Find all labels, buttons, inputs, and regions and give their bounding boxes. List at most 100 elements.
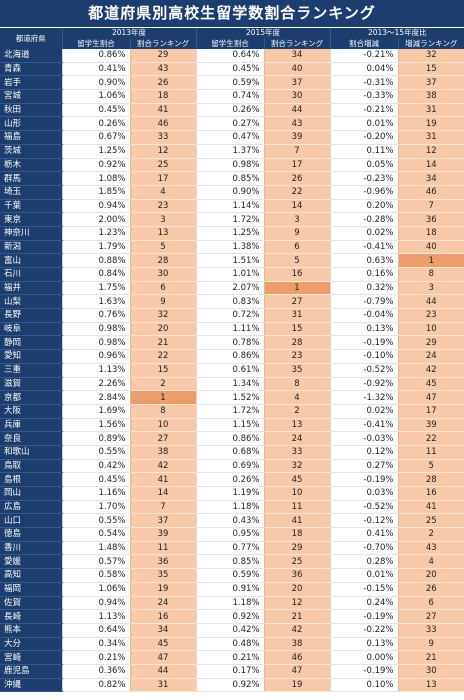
change-cell: -0.41% [329,240,398,255]
prefecture-cell: 香川 [0,541,62,556]
rank-2015-cell: 3 [263,212,330,227]
rank-2013-cell: 30 [129,267,196,282]
rate-2013-cell: 0.92% [61,158,130,173]
rate-2013-cell: 0.76% [61,308,130,323]
change-cell: 0.02% [329,226,398,241]
rank-2015-cell: 18 [263,527,330,542]
change-rank-cell: 38 [397,89,464,104]
change-cell: -0.41% [329,418,398,433]
rate-2015-cell: 0.72% [195,308,264,323]
rate-2015-cell: 0.85% [195,554,264,570]
prefecture-cell: 福井 [0,281,62,296]
rate-2015-cell: 0.77% [195,541,264,556]
change-cell: -0.19% [329,664,398,679]
header-prefecture: 都道府県 [0,28,62,49]
prefecture-cell: 東京 [0,212,62,227]
rate-2015-cell: 2.07% [195,281,264,296]
change-cell: 0.27% [329,459,398,474]
change-rank-cell: 36 [397,212,464,227]
rank-2013-cell: 5 [129,240,196,255]
rate-2013-cell: 1.23% [61,226,130,241]
rank-2015-cell: 23 [263,349,330,364]
rank-2013-cell: 13 [129,226,196,241]
rank-2015-cell: 26 [263,171,330,186]
rate-2015-cell: 1.11% [195,322,264,337]
prefecture-cell: 福岡 [0,582,62,597]
change-rank-cell: 31 [397,130,464,145]
rank-2015-cell: 39 [263,130,330,145]
change-rank-cell: 47 [397,390,464,405]
rank-2013-cell: 12 [129,144,196,159]
rank-2015-cell: 19 [263,678,330,693]
rank-2013-cell: 25 [129,158,196,173]
prefecture-cell: 沖縄 [0,678,62,693]
prefecture-cell: 高知 [0,568,62,583]
prefecture-cell: 兵庫 [0,418,62,433]
change-cell: 0.11% [329,144,398,159]
change-cell: -0.19% [329,609,398,624]
rate-2015-cell: 0.95% [195,527,264,542]
rate-2015-cell: 0.59% [195,568,264,583]
prefecture-cell: 奈良 [0,431,62,446]
change-cell: -0.15% [329,582,398,597]
header-rank-2013: 割合ランキング [129,38,196,49]
table-row: 徳島 0.54% 39 0.95% 18 0.41% 2 [0,527,464,542]
table-row: 富山 0.88% 28 1.51% 5 0.63% 1 [0,253,464,268]
rank-2015-cell: 17 [263,158,330,173]
rate-2013-cell: 1.06% [61,89,130,104]
rate-2013-cell: 1.63% [61,294,130,310]
rank-2015-cell: 13 [263,418,330,433]
rate-2015-cell: 0.26% [195,103,264,118]
rank-2015-cell: 30 [263,89,330,104]
rank-2013-cell: 35 [129,568,196,583]
rate-2015-cell: 0.90% [195,185,264,200]
table-row: 滋賀 2.26% 2 1.34% 8 -0.92% 45 [0,377,464,392]
rank-2013-cell: 28 [129,253,196,268]
rank-2015-cell: 22 [263,185,330,200]
rate-2015-cell: 1.01% [195,267,264,282]
change-cell: -0.33% [329,89,398,104]
table-row: 大阪 1.69% 8 1.72% 2 0.02% 17 [0,404,464,419]
table-row: 静岡 0.98% 21 0.78% 28 -0.19% 29 [0,335,464,351]
change-rank-cell: 31 [397,103,464,118]
rank-2013-cell: 18 [129,89,196,104]
rate-2013-cell: 0.54% [61,527,130,542]
change-rank-cell: 32 [397,49,464,63]
change-rank-cell: 2 [397,527,464,542]
change-rank-cell: 1 [397,253,464,268]
prefecture-cell: 長崎 [0,609,62,624]
prefecture-cell: 佐賀 [0,596,62,611]
table-row: 山口 0.55% 37 0.43% 41 -0.12% 25 [0,513,464,529]
rank-2013-cell: 23 [129,199,196,214]
rank-2013-cell: 29 [129,49,196,63]
table-row: 宮崎 0.21% 47 0.21% 46 0.00% 21 [0,650,464,665]
change-cell: 0.28% [329,554,398,570]
prefecture-cell: 福島 [0,130,62,145]
table-row: 和歌山 0.55% 38 0.68% 33 0.12% 11 [0,445,464,460]
prefecture-cell: 島根 [0,472,62,487]
table-row: 愛知 0.96% 22 0.86% 23 -0.10% 24 [0,349,464,364]
table-row: 埼玉 1.85% 4 0.90% 22 -0.96% 46 [0,185,464,200]
rank-2013-cell: 10 [129,418,196,433]
rank-2013-cell: 34 [129,623,196,638]
rank-2013-cell: 20 [129,322,196,337]
header-rank-2015: 割合ランキング [263,38,330,49]
rank-2013-cell: 45 [129,637,196,652]
prefecture-cell: 熊本 [0,623,62,638]
header-change-rank: 増減ランキング [397,38,464,49]
table-row: 岐阜 0.98% 20 1.11% 15 0.13% 10 [0,322,464,337]
rate-2015-cell: 1.37% [195,144,264,159]
table-row: 愛媛 0.57% 36 0.85% 25 0.28% 4 [0,554,464,570]
prefecture-cell: 広島 [0,500,62,515]
rate-2013-cell: 0.42% [61,459,130,474]
change-rank-cell: 5 [397,459,464,474]
change-rank-cell: 17 [397,404,464,419]
table-row: 茨城 1.25% 12 1.37% 7 0.11% 12 [0,144,464,159]
rank-2013-cell: 16 [129,609,196,624]
change-cell: 0.01% [329,568,398,583]
rate-2013-cell: 1.48% [61,541,130,556]
table-row: 広島 1.70% 7 1.18% 11 -0.52% 41 [0,500,464,515]
table-row: 東京 2.00% 3 1.72% 3 -0.28% 36 [0,212,464,227]
rank-2013-cell: 43 [129,62,196,77]
table-row: 三重 1.13% 15 0.61% 35 -0.52% 42 [0,363,464,378]
